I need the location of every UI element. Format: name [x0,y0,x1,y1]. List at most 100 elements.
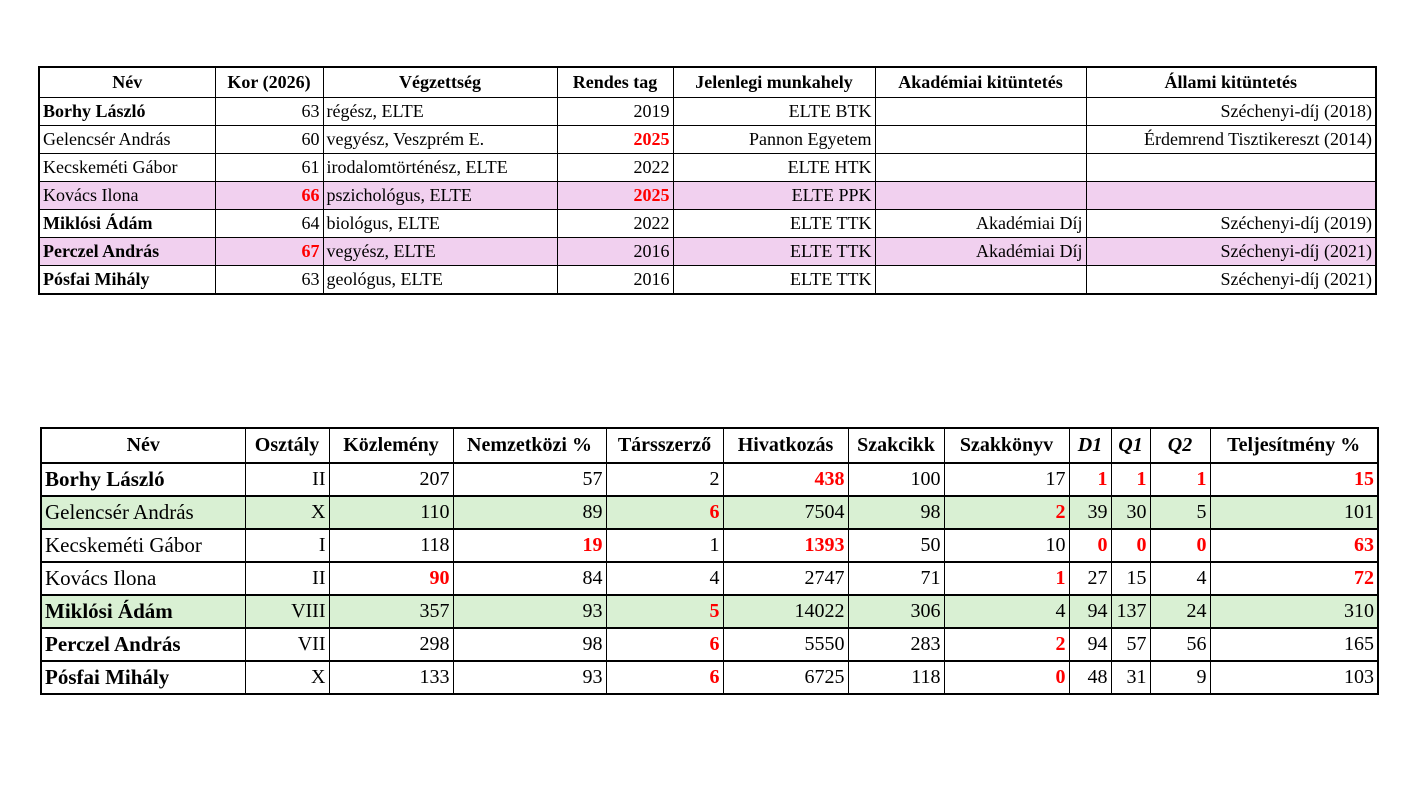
cell-oszt-ly: VIII [244,594,330,629]
cell--llami-kit-ntet-s [1085,181,1377,210]
cell-d1: 94 [1068,627,1112,662]
column-header: Teljesítmény % [1209,427,1379,464]
cell-jelenlegi-munkahely: ELTE TTK [672,209,876,238]
cell-v-gzetts-g: pszichológus, ELTE [322,181,558,210]
cell-rendes-tag: 2022 [556,153,674,182]
cell-teljes-tm-ny: 310 [1209,594,1379,629]
table-row: Miklósi Ádám 64 biológus, ELTE 2022 ELTE TTK… [38,209,1377,238]
cell-hivatkoz-s: 6725 [722,660,849,695]
name-cell: Kecskeméti Gábor [38,153,216,182]
cell-k-zlem-ny: 298 [328,627,454,662]
cell-q1: 31 [1110,660,1151,695]
cell-v-gzetts-g: geológus, ELTE [322,265,558,295]
cell-hivatkoz-s: 5550 [722,627,849,662]
name-cell: Kovács Ilona [38,181,216,210]
table-row: Borhy László 63 régész, ELTE 2019 ELTE BTK Sz… [38,97,1377,126]
table-row: Kecskeméti Gábor I 118 19 1 1393 50 10 0 0 0 63 [40,528,1379,563]
column-header: Szakcikk [847,427,945,464]
cell-szakcikk: 71 [847,561,945,596]
table-row: Kecskeméti Gábor 61 irodalomtörténész, ELT… [38,153,1377,182]
cell-d1: 39 [1068,495,1112,530]
table-row: Gelencsér András 60 vegyész, Veszprém E. 20… [38,125,1377,154]
column-header: D1 [1068,427,1112,464]
cell-nemzetk-zi: 57 [452,462,607,497]
cell-szakcikk: 98 [847,495,945,530]
column-header: Név [38,66,216,98]
cell-t-rsszerz: 6 [605,627,724,662]
cell-jelenlegi-munkahely: ELTE PPK [672,181,876,210]
cell-q2: 56 [1149,627,1211,662]
table-row: Perczel András 67 vegyész, ELTE 2016 ELTE TT… [38,237,1377,266]
column-header: Társszerző [605,427,724,464]
cell-szakcikk: 100 [847,462,945,497]
cell-t-rsszerz: 6 [605,495,724,530]
cell-q2: 1 [1149,462,1211,497]
cell-d1: 0 [1068,528,1112,563]
cell-k-zlem-ny: 133 [328,660,454,695]
cell-szakk-nyv: 10 [943,528,1070,563]
cell-t-rsszerz: 5 [605,594,724,629]
table-row: Kovács Ilona 66 pszichológus, ELTE 2025 ELTE… [38,181,1377,210]
cell-q2: 0 [1149,528,1211,563]
cell-szakcikk: 306 [847,594,945,629]
academy-members-table: Név Kor (2026) Végzettség Rendes tag Jelenle… [38,66,1377,295]
cell-v-gzetts-g: irodalomtörténész, ELTE [322,153,558,182]
cell-kor-2026: 67 [214,237,324,266]
cell-d1: 94 [1068,594,1112,629]
cell-oszt-ly: II [244,462,330,497]
table-row: Borhy László II 207 57 2 438 100 17 1 1 1 15 [40,462,1379,497]
cell-q1: 1 [1110,462,1151,497]
cell--llami-kit-ntet-s: Széchenyi-díj (2019) [1085,209,1377,238]
cell-t-rsszerz: 2 [605,462,724,497]
cell-hivatkoz-s: 14022 [722,594,849,629]
name-cell: Pósfai Mihály [40,660,246,695]
column-header: Q2 [1149,427,1211,464]
cell-hivatkoz-s: 1393 [722,528,849,563]
cell-nemzetk-zi: 89 [452,495,607,530]
cell--llami-kit-ntet-s: Széchenyi-díj (2018) [1085,97,1377,126]
cell-q2: 9 [1149,660,1211,695]
cell-k-zlem-ny: 118 [328,528,454,563]
cell-k-zlem-ny: 357 [328,594,454,629]
name-cell: Borhy László [40,462,246,497]
column-header: Q1 [1110,427,1151,464]
cell-q1: 15 [1110,561,1151,596]
name-cell: Gelencsér András [40,495,246,530]
name-cell: Perczel András [40,627,246,662]
cell-jelenlegi-munkahely: ELTE TTK [672,237,876,266]
cell-nemzetk-zi: 93 [452,660,607,695]
cell-teljes-tm-ny: 165 [1209,627,1379,662]
cell-teljes-tm-ny: 15 [1209,462,1379,497]
publication-metrics-table: Név Osztály Közlemény Nemzetközi % Társszerz… [40,427,1379,695]
cell-rendes-tag: 2016 [556,265,674,295]
cell-nemzetk-zi: 98 [452,627,607,662]
column-header: Név [40,427,246,464]
cell-akad-miai-kit-ntet-s [874,265,1087,295]
table-row: Pósfai Mihály 63 geológus, ELTE 2016 ELTE TT… [38,265,1377,295]
cell-oszt-ly: X [244,660,330,695]
cell-szakk-nyv: 1 [943,561,1070,596]
cell-kor-2026: 61 [214,153,324,182]
cell-oszt-ly: I [244,528,330,563]
header-row: Név Osztály Közlemény Nemzetközi % Társszerz… [40,427,1379,464]
cell-kor-2026: 63 [214,265,324,295]
cell-szakk-nyv: 2 [943,627,1070,662]
cell-rendes-tag: 2025 [556,181,674,210]
column-header: Akadémiai kitüntetés [874,66,1087,98]
table-row: Pósfai Mihály X 133 93 6 6725 118 0 48 31 9 103 [40,660,1379,695]
column-header: Állami kitüntetés [1085,66,1377,98]
header-row: Név Kor (2026) Végzettség Rendes tag Jelenle… [38,66,1377,98]
name-cell: Kovács Ilona [40,561,246,596]
cell-jelenlegi-munkahely: ELTE BTK [672,97,876,126]
cell-teljes-tm-ny: 63 [1209,528,1379,563]
cell-q1: 137 [1110,594,1151,629]
cell-q1: 30 [1110,495,1151,530]
cell-akad-miai-kit-ntet-s [874,181,1087,210]
cell-v-gzetts-g: vegyész, ELTE [322,237,558,266]
cell-rendes-tag: 2019 [556,97,674,126]
cell--llami-kit-ntet-s [1085,153,1377,182]
column-header: Nemzetközi % [452,427,607,464]
cell-t-rsszerz: 1 [605,528,724,563]
table-row: Perczel András VII 298 98 6 5550 283 2 94 57 56 165 [40,627,1379,662]
cell-hivatkoz-s: 2747 [722,561,849,596]
